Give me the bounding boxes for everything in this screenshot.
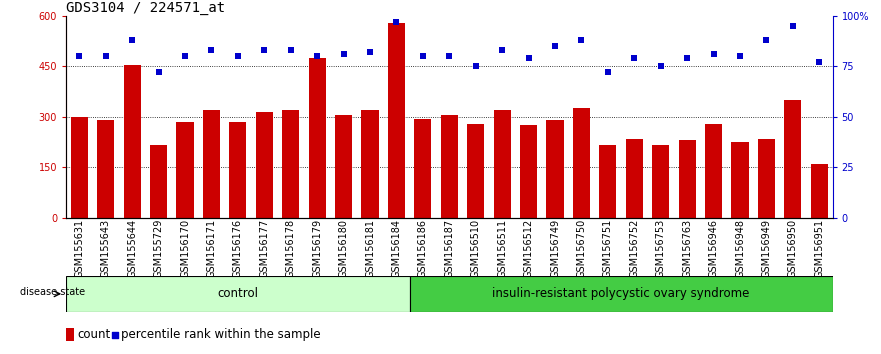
Point bbox=[363, 50, 377, 55]
Text: disease state: disease state bbox=[20, 287, 85, 297]
Bar bbox=[599, 145, 617, 218]
Bar bbox=[388, 23, 405, 218]
Text: percentile rank within the sample: percentile rank within the sample bbox=[122, 328, 321, 341]
Point bbox=[99, 53, 113, 59]
Bar bbox=[652, 145, 670, 218]
Bar bbox=[255, 112, 273, 218]
Point bbox=[786, 23, 800, 29]
Point bbox=[442, 53, 456, 59]
Bar bbox=[440, 115, 458, 218]
Point bbox=[601, 70, 615, 75]
Point bbox=[759, 37, 774, 43]
Bar bbox=[731, 142, 749, 218]
Bar bbox=[520, 125, 537, 218]
Bar bbox=[335, 115, 352, 218]
Bar bbox=[150, 145, 167, 218]
Point bbox=[152, 70, 166, 75]
Bar bbox=[678, 141, 696, 218]
Point bbox=[548, 44, 562, 49]
Bar bbox=[758, 139, 775, 218]
Point bbox=[627, 56, 641, 61]
Point bbox=[72, 53, 86, 59]
Point bbox=[495, 47, 509, 53]
Bar bbox=[229, 122, 247, 218]
Point bbox=[707, 51, 721, 57]
Bar bbox=[811, 164, 828, 218]
Bar bbox=[573, 108, 590, 218]
Point bbox=[812, 59, 826, 65]
Bar bbox=[282, 110, 300, 218]
Bar bbox=[308, 58, 326, 218]
Bar bbox=[203, 110, 220, 218]
Bar bbox=[176, 122, 194, 218]
Point bbox=[522, 56, 536, 61]
Bar bbox=[626, 139, 643, 218]
Point bbox=[733, 53, 747, 59]
Bar bbox=[97, 120, 115, 218]
Point bbox=[680, 56, 694, 61]
Point bbox=[178, 53, 192, 59]
Bar bbox=[705, 124, 722, 218]
Bar bbox=[123, 65, 141, 218]
Point bbox=[416, 53, 430, 59]
Point bbox=[574, 37, 589, 43]
Bar bbox=[66, 328, 74, 341]
Point bbox=[654, 64, 668, 69]
Text: GDS3104 / 224571_at: GDS3104 / 224571_at bbox=[66, 1, 226, 15]
Point bbox=[389, 19, 403, 25]
Text: count: count bbox=[78, 328, 110, 341]
Text: insulin-resistant polycystic ovary syndrome: insulin-resistant polycystic ovary syndr… bbox=[492, 287, 750, 300]
Bar bbox=[361, 110, 379, 218]
Point bbox=[231, 53, 245, 59]
Bar bbox=[784, 100, 802, 218]
Point bbox=[284, 47, 298, 53]
Point bbox=[204, 47, 218, 53]
Bar bbox=[414, 119, 432, 218]
Bar bbox=[70, 117, 88, 218]
Point bbox=[257, 47, 271, 53]
Point bbox=[107, 332, 122, 337]
Point bbox=[125, 37, 139, 43]
Bar bbox=[410, 276, 833, 312]
Bar bbox=[467, 124, 485, 218]
Point bbox=[310, 53, 324, 59]
Bar bbox=[66, 276, 410, 312]
Text: control: control bbox=[218, 287, 258, 300]
Bar bbox=[546, 120, 564, 218]
Bar bbox=[493, 110, 511, 218]
Point bbox=[469, 64, 483, 69]
Point bbox=[337, 51, 351, 57]
